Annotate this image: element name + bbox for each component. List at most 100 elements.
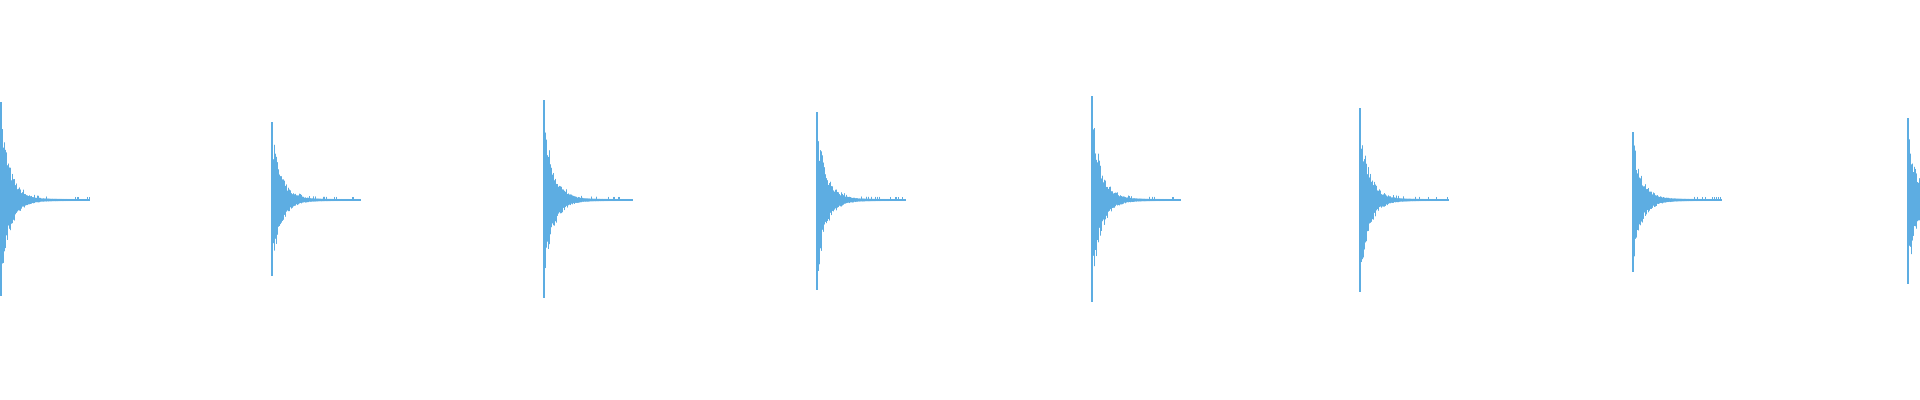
waveform-sample [561,186,562,214]
waveform-sample [40,197,41,202]
waveform-sample [1694,196,1695,202]
waveform-sample [1396,195,1397,203]
waveform-sample [30,196,31,204]
waveform-sample [59,198,60,202]
waveform-sample [613,196,614,202]
waveform-sample [345,198,346,202]
waveform-sample [1406,198,1407,202]
waveform-sample [600,198,601,202]
waveform-sample [817,112,818,290]
waveform-sample [1689,198,1690,202]
waveform-sample [1914,166,1915,227]
waveform-sample [554,180,555,226]
waveform-sample [1169,198,1170,202]
waveform-sample [1665,197,1666,203]
waveform-sample [1135,198,1136,202]
waveform-sample [1671,198,1672,202]
waveform-sample [1711,198,1712,202]
waveform-sample [1403,196,1404,202]
waveform-sample [355,198,356,202]
waveform-sample [26,195,27,206]
waveform-sample [592,198,593,202]
waveform-sample [567,193,568,208]
waveform-sample [1134,198,1135,202]
waveform-sample [352,196,353,202]
waveform-sample [566,189,567,206]
waveform-sample [609,198,610,202]
waveform-sample [1701,198,1702,202]
waveform-sample [1120,195,1121,205]
waveform-sample [10,167,11,231]
waveform-sample [1389,196,1390,204]
waveform-sample [9,167,10,229]
waveform-sample [66,198,67,202]
waveform-sample [594,198,595,202]
waveform-sample [71,198,72,202]
waveform-sample [298,195,299,205]
waveform-sample [630,198,631,202]
waveform-sample [1105,180,1106,220]
waveform-sample [1421,198,1422,202]
waveform-sample [8,163,9,226]
waveform-sample [1425,198,1426,202]
waveform-sample [595,198,596,202]
waveform-burst [1632,132,1722,272]
waveform-sample [13,179,14,220]
waveform-sample [548,156,549,249]
waveform-sample [568,193,569,206]
waveform-sample [1418,198,1419,202]
waveform-sample [1718,196,1719,202]
waveform-sample [578,196,579,203]
waveform-sample [48,198,49,202]
waveform-sample [826,178,827,224]
waveform-sample [1913,172,1914,236]
waveform-sample [3,147,4,263]
waveform-sample [343,198,344,202]
waveform-sample [575,196,576,203]
waveform-sample [63,198,64,202]
waveform-sample [888,198,889,202]
waveform-sample [322,198,323,202]
waveform-sample [891,198,892,202]
waveform-sample [2,129,3,264]
waveform-sample [1172,196,1173,202]
waveform-sample [551,167,552,228]
waveform-sample [845,196,846,204]
waveform-sample [21,193,22,209]
waveform-sample [1674,198,1675,202]
waveform-sample [1121,195,1122,205]
waveform-sample [346,198,347,202]
waveform-sample [1150,198,1151,202]
waveform-sample [1137,198,1138,202]
waveform-sample [1658,196,1659,204]
waveform-sample [34,194,35,204]
waveform-sample [1719,198,1720,202]
waveform-sample [1915,168,1916,227]
waveform-sample [1680,198,1681,202]
waveform-sample [1702,196,1703,202]
waveform-sample [544,100,545,298]
waveform-sample [296,195,297,205]
waveform-sample [278,169,279,227]
waveform-sample [873,198,874,202]
waveform-sample [1907,118,1908,284]
waveform-sample [314,198,315,202]
waveform-sample [1911,164,1912,255]
waveform-sample [31,195,32,204]
waveform-sample [834,191,835,210]
waveform-sample [1429,198,1430,202]
waveform-sample [318,198,319,202]
waveform-sample [1125,197,1126,204]
waveform-sample [324,196,325,202]
waveform-sample [293,193,294,207]
waveform-sample [1918,182,1919,221]
waveform-sample [321,198,322,202]
waveform-sample [360,198,361,202]
waveform-sample [1411,198,1412,202]
waveform-sample [1175,198,1176,202]
waveform-sample [341,198,342,202]
waveform-sample [41,198,42,202]
waveform-burst [543,100,633,298]
waveform-sample [1117,192,1118,206]
waveform-sample [1173,196,1174,202]
